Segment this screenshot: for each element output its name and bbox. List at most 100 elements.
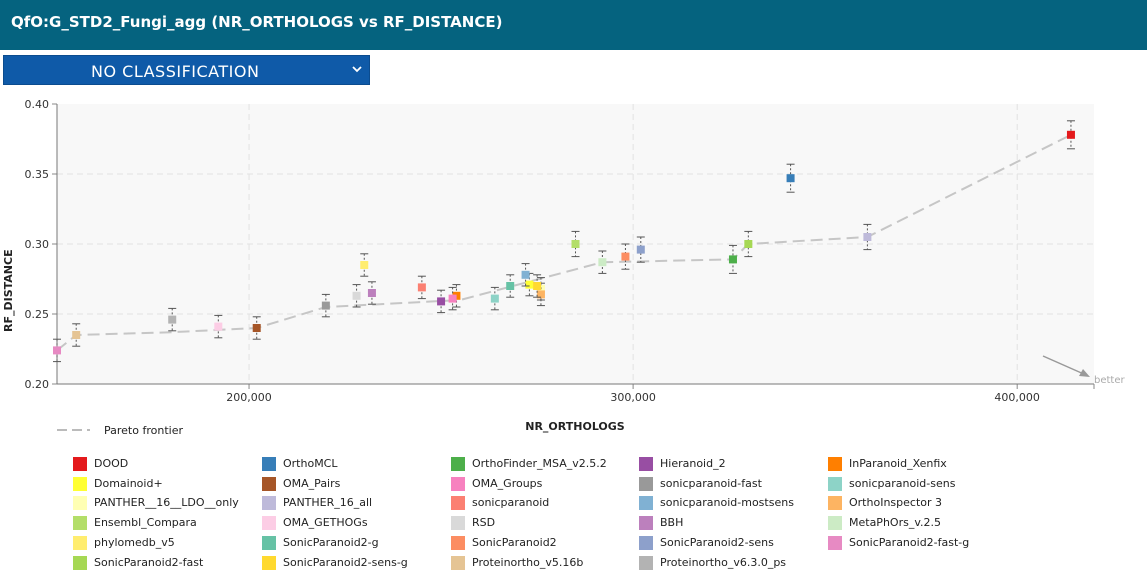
legend-swatch <box>639 457 653 471</box>
legend-swatch <box>828 535 842 550</box>
legend-label: sonicparanoid-mostsens <box>660 496 794 510</box>
data-point[interactable] <box>598 250 607 274</box>
data-point[interactable] <box>533 274 542 298</box>
point-marker <box>571 240 580 248</box>
data-point[interactable] <box>636 236 645 263</box>
legend-label: Proteinortho_v5.16b <box>472 555 584 569</box>
legend-label: RSD <box>472 516 496 530</box>
pareto-legend-label: Pareto frontier <box>104 424 183 437</box>
data-point[interactable] <box>1066 120 1075 150</box>
point-marker <box>437 297 446 306</box>
legend-swatch <box>73 496 87 511</box>
legend-label: PANTHER_16_all <box>283 496 373 510</box>
data-point[interactable] <box>521 263 530 287</box>
y-tick-label: 0.25 <box>25 308 50 321</box>
legend-swatch <box>828 516 842 531</box>
legend-label: SonicParanoid2-fast <box>94 555 204 569</box>
legend-label: BBH <box>660 516 684 530</box>
data-point[interactable] <box>490 286 499 311</box>
legend-swatch <box>828 476 842 491</box>
data-point[interactable] <box>53 338 61 363</box>
legend-swatch <box>262 457 276 471</box>
point-marker <box>525 280 534 289</box>
y-tick-label: 0.35 <box>25 168 50 181</box>
data-point[interactable] <box>786 163 795 193</box>
legend-label: Proteinortho_v6.3.0_ps <box>660 555 787 569</box>
legend-swatch <box>451 555 465 570</box>
legend-label: SonicParanoid2 <box>472 535 557 549</box>
legend-swatch <box>451 476 465 491</box>
better-label: better <box>1094 375 1125 386</box>
point-marker <box>786 174 795 183</box>
page-title: QfO:G_STD2_Fungi_agg (NR_ORTHOLOGS vs RF… <box>11 13 503 31</box>
data-point[interactable] <box>728 244 737 274</box>
legend-swatch <box>828 496 842 511</box>
data-point[interactable] <box>360 253 369 277</box>
data-point[interactable] <box>252 316 261 340</box>
data-point[interactable] <box>863 223 872 251</box>
point-marker <box>360 261 369 269</box>
legend-swatch <box>73 535 87 550</box>
y-tick-label: 0.30 <box>25 238 50 251</box>
data-point[interactable] <box>437 289 446 314</box>
legend-label: SonicParanoid2-fast-g <box>849 535 970 549</box>
data-point[interactable] <box>417 275 426 300</box>
data-point[interactable] <box>367 281 376 305</box>
legend-label: OMA_Pairs <box>283 476 341 490</box>
data-point[interactable] <box>744 230 753 258</box>
page-header: QfO:G_STD2_Fungi_agg (NR_ORTHOLOGS vs RF… <box>0 0 1147 50</box>
data-point[interactable] <box>621 243 630 270</box>
legend-swatch <box>73 476 87 491</box>
point-marker <box>536 290 545 299</box>
legend-label: OMA_Groups <box>472 476 543 490</box>
legend-swatch <box>451 457 465 471</box>
data-point[interactable] <box>448 286 457 311</box>
data-point[interactable] <box>352 284 361 308</box>
data-point[interactable] <box>321 293 330 318</box>
legend-label: phylomedb_v5 <box>94 535 175 549</box>
legend-label: SonicParanoid2-g <box>283 535 379 549</box>
legend-swatch <box>262 535 276 550</box>
point-marker <box>863 233 872 241</box>
data-point[interactable] <box>72 323 81 347</box>
point-marker <box>1066 130 1075 139</box>
point-marker <box>72 331 81 339</box>
legend-label: DOOD <box>94 457 129 470</box>
x-tick-label: 300,000 <box>610 391 656 404</box>
point-marker <box>490 294 499 303</box>
point-marker <box>214 322 223 331</box>
grid <box>57 104 1094 384</box>
point-marker <box>321 301 330 310</box>
legend-label: PANTHER__16__LDO__only <box>94 496 239 510</box>
data-point[interactable] <box>506 274 515 298</box>
point-marker <box>53 346 61 355</box>
legend-label: sonicparanoid-sens <box>849 476 956 490</box>
legend-label: Ensembl_Compara <box>94 516 197 530</box>
point-marker <box>744 240 753 248</box>
point-marker <box>521 270 530 279</box>
legend-swatch <box>639 535 653 550</box>
legend-swatch <box>262 476 276 491</box>
legend-swatch <box>451 516 465 531</box>
y-tick-label: 0.20 <box>25 378 50 391</box>
legend-swatch <box>73 516 87 531</box>
y-tick-label: 0.40 <box>25 98 50 111</box>
legend-label: MetaPhOrs_v.2.5 <box>849 516 941 530</box>
legend-label: sonicparanoid-fast <box>660 476 762 490</box>
legend-swatch <box>828 457 842 471</box>
data-point[interactable] <box>214 314 223 339</box>
legend-label: SonicParanoid2-sens-g <box>283 555 408 569</box>
pareto-legend: Pareto frontier <box>57 424 183 437</box>
point-marker <box>417 283 426 292</box>
scatter-chart: 0.20 0.25 0.30 0.35 0.40 200,000 300,000 400,00… <box>2 98 1125 437</box>
legend-swatch <box>639 496 653 511</box>
point-marker <box>506 282 515 290</box>
legend-swatch <box>451 535 465 550</box>
legend-swatch <box>639 476 653 491</box>
point-marker <box>533 282 542 290</box>
legend-label: OrthoInspector 3 <box>849 496 943 510</box>
data-point[interactable] <box>168 307 177 332</box>
data-point[interactable] <box>571 230 580 258</box>
legend-swatch <box>73 457 87 471</box>
classification-select[interactable]: NO CLASSIFICATION <box>3 55 370 85</box>
